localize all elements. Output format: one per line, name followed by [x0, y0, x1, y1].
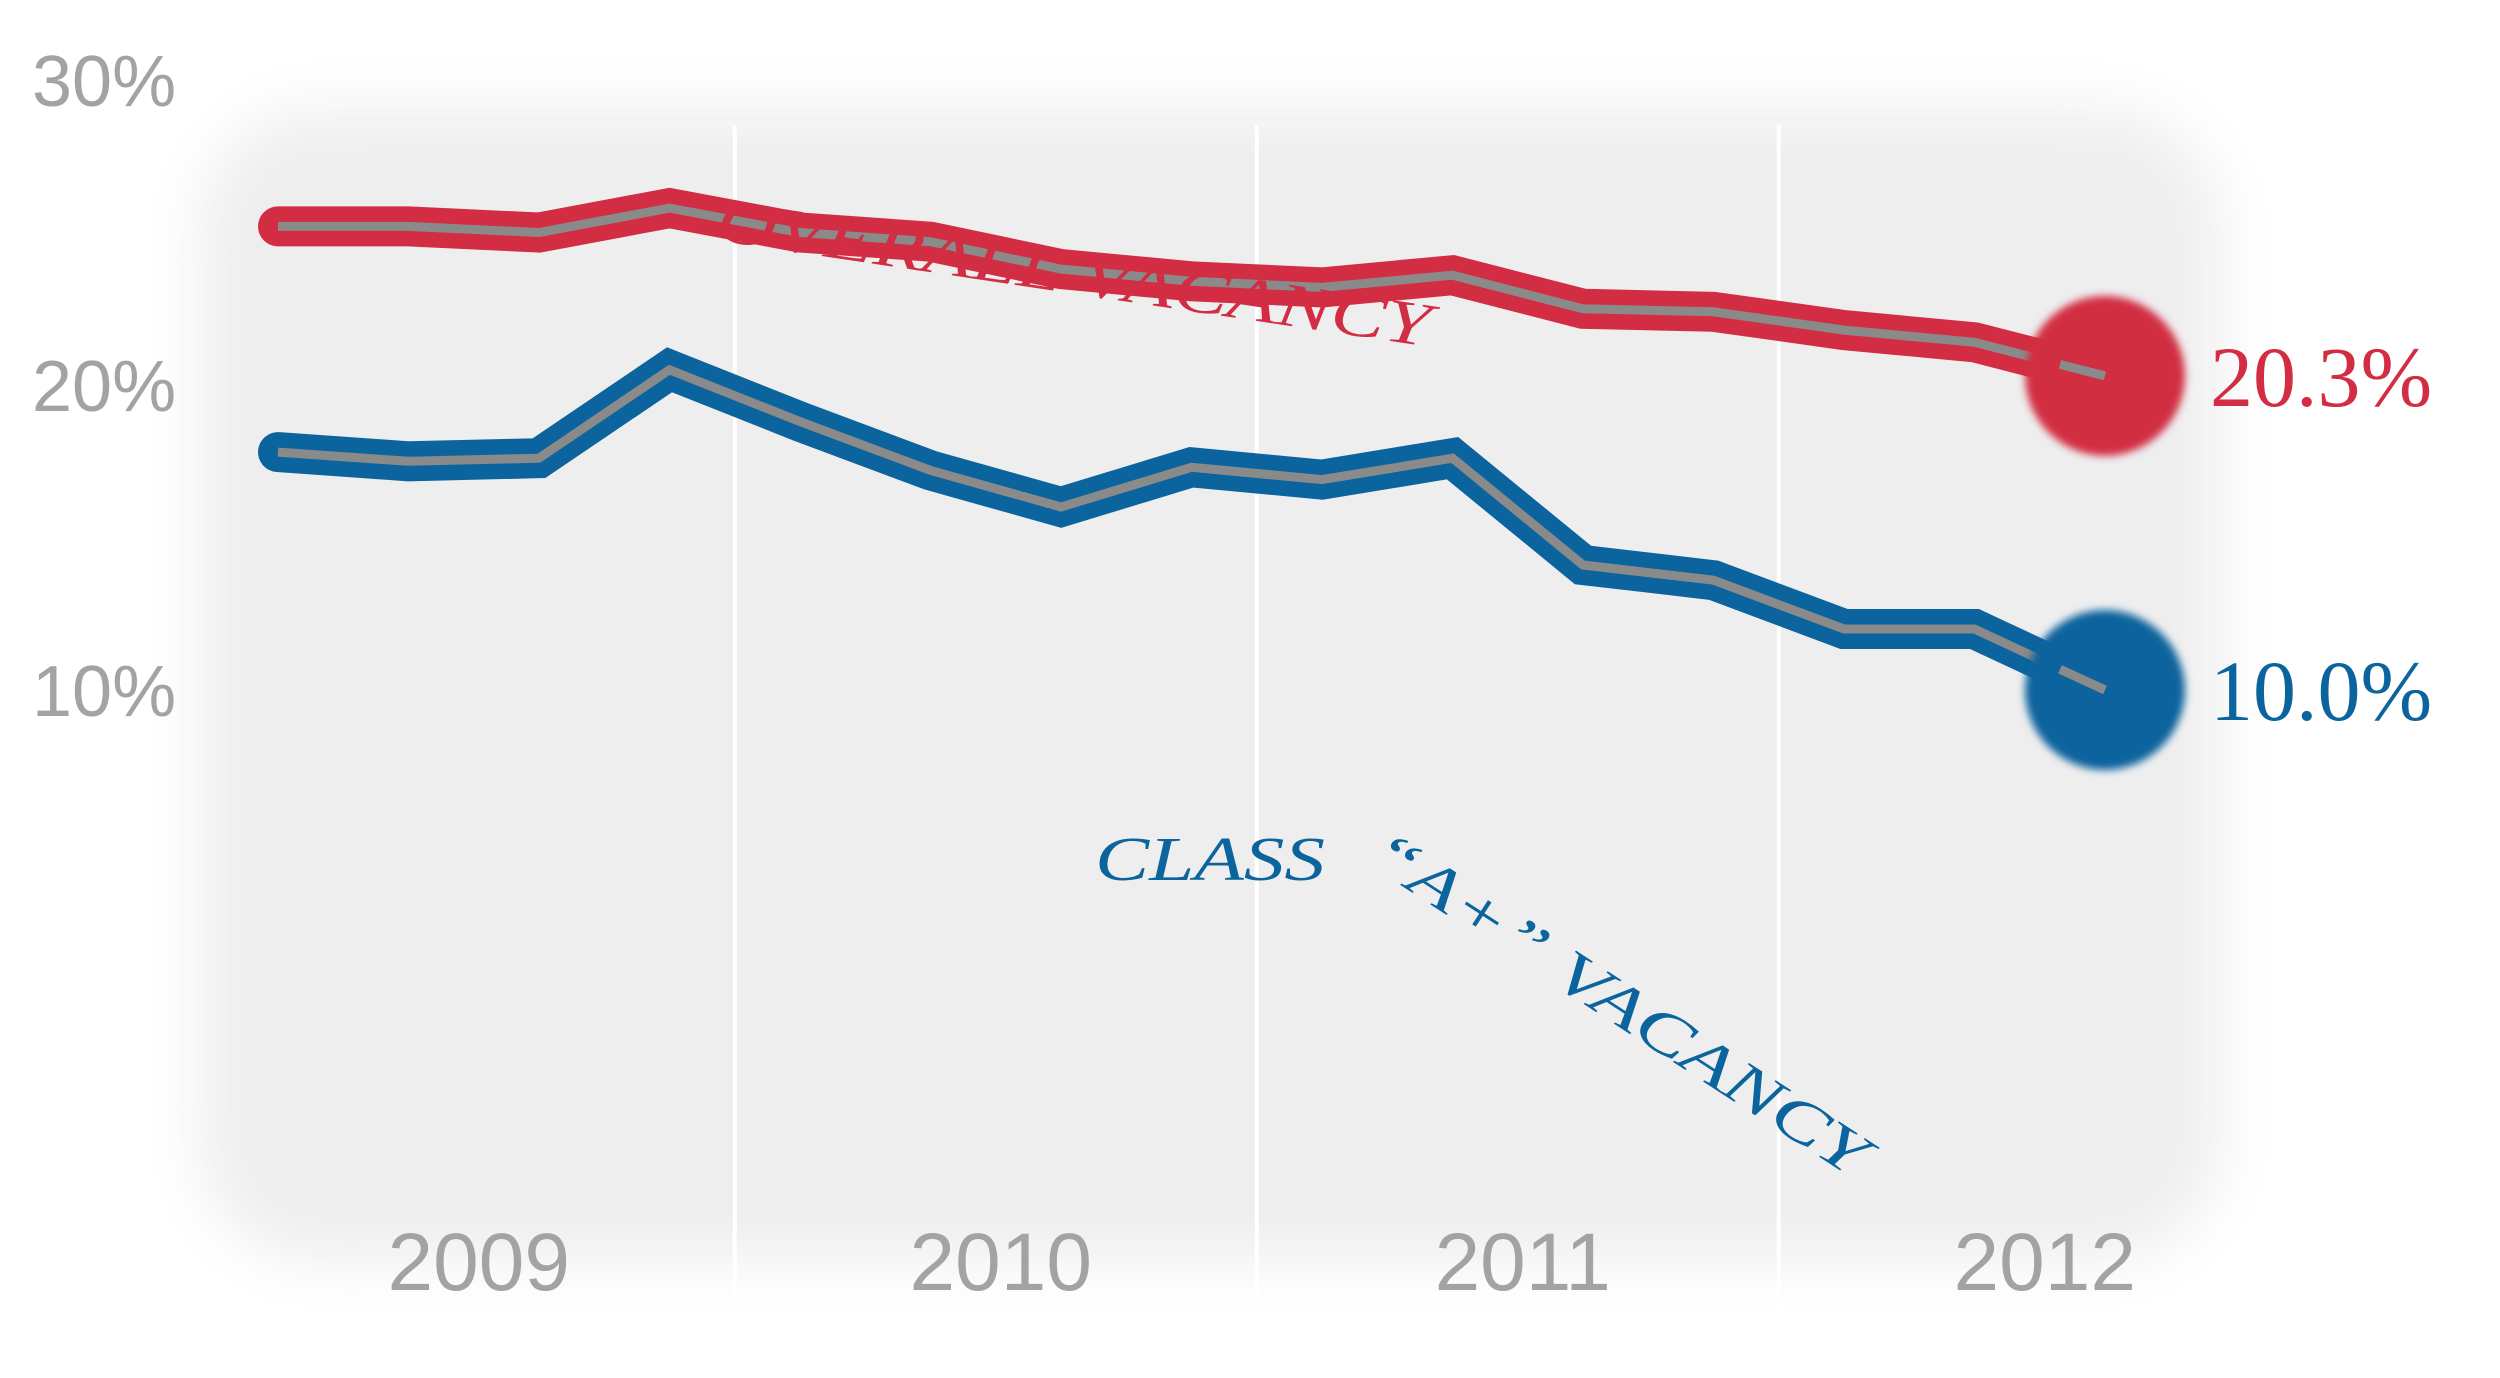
x-tick-label: 2010: [910, 1217, 1092, 1308]
x-tick-label: 2009: [388, 1217, 570, 1308]
series-end-value-label: 10.0%: [2210, 643, 2432, 739]
series-inner-line-0: [278, 203, 2107, 381]
x-tick-label: 2011: [1435, 1217, 1611, 1308]
y-tick-label: 30%: [32, 42, 176, 122]
x-tick-label: 2012: [1954, 1217, 2136, 1308]
series-end-value-label: 20.3%: [2210, 329, 2432, 425]
y-tick-label: 10%: [32, 652, 176, 732]
y-tick-label: 20%: [32, 347, 176, 427]
series-label-class-a-part1: CLASS: [1095, 826, 1325, 894]
series-end-inner-1: [2058, 665, 2107, 695]
series-end-inner-0: [2058, 360, 2107, 381]
series-inner-line-1: [277, 364, 2107, 695]
